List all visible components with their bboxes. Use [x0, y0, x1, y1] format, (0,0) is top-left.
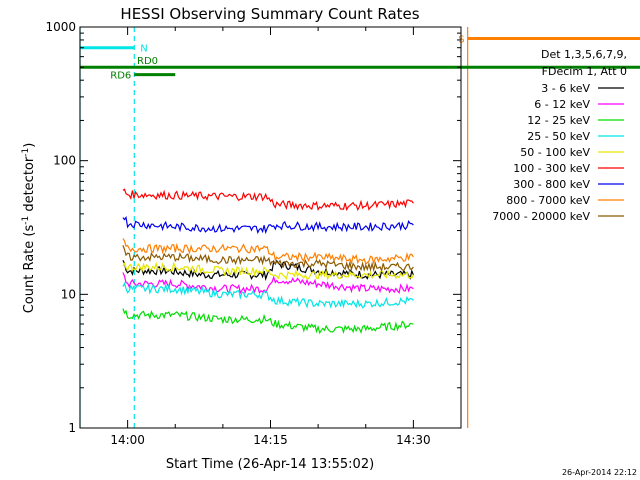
- legend-label-5: 50 - 100 keV: [520, 146, 590, 159]
- x-tick-label-2: 14:15: [253, 433, 288, 447]
- series-trace-9-seg-1: [122, 245, 414, 273]
- series-trace-5-seg-1: [122, 261, 414, 281]
- series-trace-3-seg-1: [122, 308, 414, 335]
- y-axis-label: Count Rate (s-1 detector-1): [21, 143, 37, 314]
- x-axis: 14:00 14:15 14:30: [79, 27, 462, 447]
- y-tick-label-3: 100: [53, 154, 76, 168]
- legend-header-line1: Det 1,3,5,6,7,9,: [541, 48, 627, 61]
- legend-label-1: 3 - 6 keV: [541, 82, 590, 95]
- legend-label-9: 7000 - 20000 keV: [492, 210, 590, 223]
- flag-label-rd6: RD6: [110, 71, 131, 82]
- x-tick-label-1: 14:00: [110, 433, 145, 447]
- legend-label-2: 6 - 12 keV: [534, 98, 590, 111]
- flag-label-rd0: RD0: [137, 56, 158, 67]
- series-trace-8-seg-1: [122, 238, 414, 266]
- chart-title: HESSI Observing Summary Count Rates: [120, 5, 419, 23]
- y-tick-label-2: 10: [61, 287, 76, 301]
- x-tick-label-3: 14:30: [396, 433, 431, 447]
- legend-label-3: 12 - 25 keV: [527, 114, 590, 127]
- legend-header-line2: FDecim 1, Att 0: [542, 65, 627, 78]
- y-tick-label-4: 1000: [45, 20, 76, 34]
- series-trace-1-seg-1: [122, 259, 414, 282]
- y-tick-label-1: 1: [68, 421, 76, 435]
- series-trace-6-seg-1: [122, 188, 414, 212]
- legend-label-8: 800 - 7000 keV: [506, 194, 590, 207]
- series-trace-7-seg-1: [122, 216, 414, 235]
- y-axis: 1 10 100 1000: [45, 20, 461, 435]
- legend-label-6: 100 - 300 keV: [513, 162, 590, 175]
- legend-label-7: 300 - 800 keV: [513, 178, 590, 191]
- footer-timestamp: 26-Apr-2014 22:12: [562, 468, 637, 477]
- legend-label-4: 25 - 50 keV: [527, 130, 590, 143]
- series-trace-4-seg-1: [122, 281, 414, 309]
- flag-label-n: N: [140, 44, 147, 55]
- series-trace-2-seg-1: [122, 272, 414, 295]
- plot-area: NRD0RD6SF: [79, 27, 640, 428]
- x-axis-label: Start Time (26-Apr-14 13:55:02): [166, 457, 374, 472]
- legend: Det 1,3,5,6,7,9, FDecim 1, Att 0 3 - 6 k…: [492, 48, 627, 223]
